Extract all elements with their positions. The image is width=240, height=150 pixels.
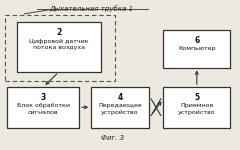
Bar bbox=[7, 87, 79, 128]
Bar bbox=[5, 15, 115, 81]
Bar bbox=[163, 30, 230, 68]
Text: 5: 5 bbox=[194, 93, 199, 102]
Bar bbox=[91, 87, 149, 128]
Text: Приемное
устройство: Приемное устройство bbox=[178, 103, 216, 115]
Text: Фиг. 3: Фиг. 3 bbox=[101, 135, 124, 141]
Text: 4: 4 bbox=[117, 93, 123, 102]
Bar bbox=[17, 22, 101, 72]
Text: 6: 6 bbox=[194, 36, 199, 45]
Text: Компьютер: Компьютер bbox=[178, 46, 216, 51]
Text: 2: 2 bbox=[56, 28, 61, 38]
Bar bbox=[163, 87, 230, 128]
Text: Дыхательная трубка 1: Дыхательная трубка 1 bbox=[49, 5, 133, 12]
Text: 3: 3 bbox=[41, 93, 46, 102]
Text: Блок обработки
сигналов: Блок обработки сигналов bbox=[17, 103, 70, 115]
Text: Передающее
устройство: Передающее устройство bbox=[98, 103, 142, 115]
Text: Цифровой датчик
потока воздуха: Цифровой датчик потока воздуха bbox=[29, 39, 89, 50]
